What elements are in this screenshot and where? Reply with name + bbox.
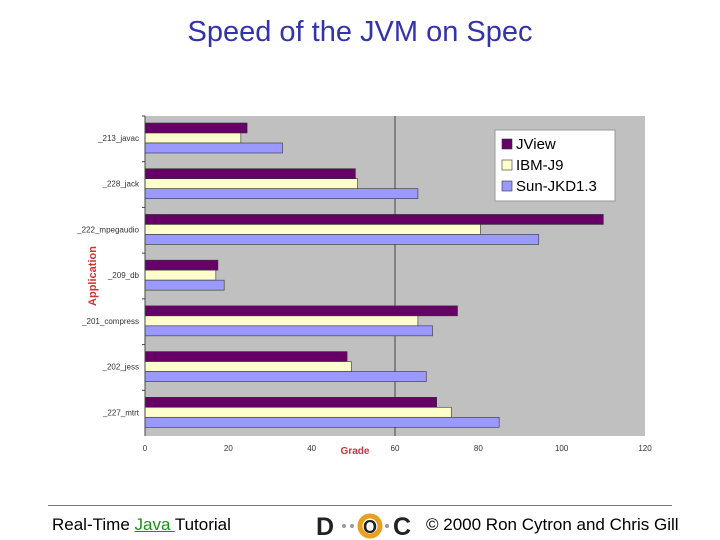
category-label: _202_jess bbox=[102, 363, 139, 372]
legend-label: Sun-JKD1.3 bbox=[516, 178, 597, 195]
legend-swatch bbox=[501, 159, 513, 171]
logo-dot bbox=[342, 524, 346, 528]
footer-divider bbox=[48, 505, 672, 506]
chart-legend: JView IBM-J9 Sun-JKD1.3 bbox=[494, 129, 616, 202]
bar-sun-jkd1-3-4 bbox=[144, 325, 433, 337]
slide-title: Speed of the JVM on Spec bbox=[187, 16, 533, 48]
bar-ibm-j9-1 bbox=[144, 178, 358, 190]
x-tick-label: 0 bbox=[143, 444, 148, 453]
bar-ibm-j9-5 bbox=[144, 361, 352, 372]
bar-jview-3 bbox=[144, 259, 219, 271]
logo-dot bbox=[385, 524, 389, 528]
category-label: _227_mtrt bbox=[102, 408, 140, 417]
bar-jview-2 bbox=[144, 214, 604, 225]
bar-sun-jkd1-3-1 bbox=[144, 188, 419, 200]
logo-dot bbox=[350, 524, 354, 528]
bar-sun-jkd1-3-2 bbox=[144, 234, 540, 245]
bar-jview-5 bbox=[144, 351, 348, 362]
legend-label: JView bbox=[516, 136, 556, 153]
x-tick-label: 80 bbox=[474, 444, 483, 453]
x-tick-label: 60 bbox=[391, 444, 400, 453]
bar-sun-jkd1-3-0 bbox=[144, 142, 283, 154]
category-label: _201_compress bbox=[81, 317, 139, 326]
x-tick-label: 120 bbox=[638, 444, 652, 453]
footer-course-title: Real-Time Java Tutorial bbox=[52, 515, 231, 535]
bar-sun-jkd1-3-3 bbox=[144, 279, 225, 291]
bar-jview-6 bbox=[144, 396, 437, 408]
footer-course-suffix: Tutorial bbox=[174, 515, 231, 534]
x-tick-label: 20 bbox=[224, 444, 233, 453]
logo-ring bbox=[357, 513, 383, 539]
doc-logo: D O C bbox=[316, 513, 411, 540]
bar-sun-jkd1-3-6 bbox=[144, 416, 500, 428]
bar-ibm-j9-0 bbox=[144, 132, 242, 144]
x-axis-label: Grade bbox=[341, 446, 370, 457]
y-axis-label: Application bbox=[87, 246, 99, 306]
logo-letter-c: C bbox=[393, 513, 411, 540]
logo-letter-o: O bbox=[363, 517, 377, 537]
category-label: _209_db bbox=[107, 271, 140, 280]
bar-jview-4 bbox=[144, 305, 458, 317]
bar-ibm-j9-3 bbox=[144, 269, 217, 281]
category-label: _222_mpegaudio bbox=[76, 225, 139, 234]
category-label: _213_javac bbox=[97, 134, 139, 143]
category-label: _228_jack bbox=[102, 180, 140, 189]
footer-course-prefix: Real-Time bbox=[52, 515, 135, 534]
bar-ibm-j9-4 bbox=[144, 315, 419, 327]
legend-label: IBM-J9 bbox=[516, 157, 564, 174]
bar-ibm-j9-6 bbox=[144, 406, 452, 418]
x-tick-label: 100 bbox=[555, 444, 569, 453]
legend-box bbox=[494, 129, 616, 202]
footer-copyright: © 2000 Ron Cytron and Chris Gill bbox=[426, 515, 679, 534]
x-tick-label: 40 bbox=[307, 444, 316, 453]
bar-ibm-j9-2 bbox=[144, 224, 481, 235]
bar-chart: _213_javac _228_jack _222_mpegaudio _209_db… bbox=[76, 115, 652, 457]
bar-jview-1 bbox=[144, 168, 356, 180]
legend-swatch bbox=[501, 138, 513, 150]
bar-sun-jkd1-3-5 bbox=[144, 371, 427, 382]
bar-jview-0 bbox=[144, 122, 248, 134]
logo-letter-d: D bbox=[316, 513, 334, 540]
legend-swatch bbox=[501, 180, 513, 192]
java-link[interactable]: Java bbox=[134, 515, 175, 534]
